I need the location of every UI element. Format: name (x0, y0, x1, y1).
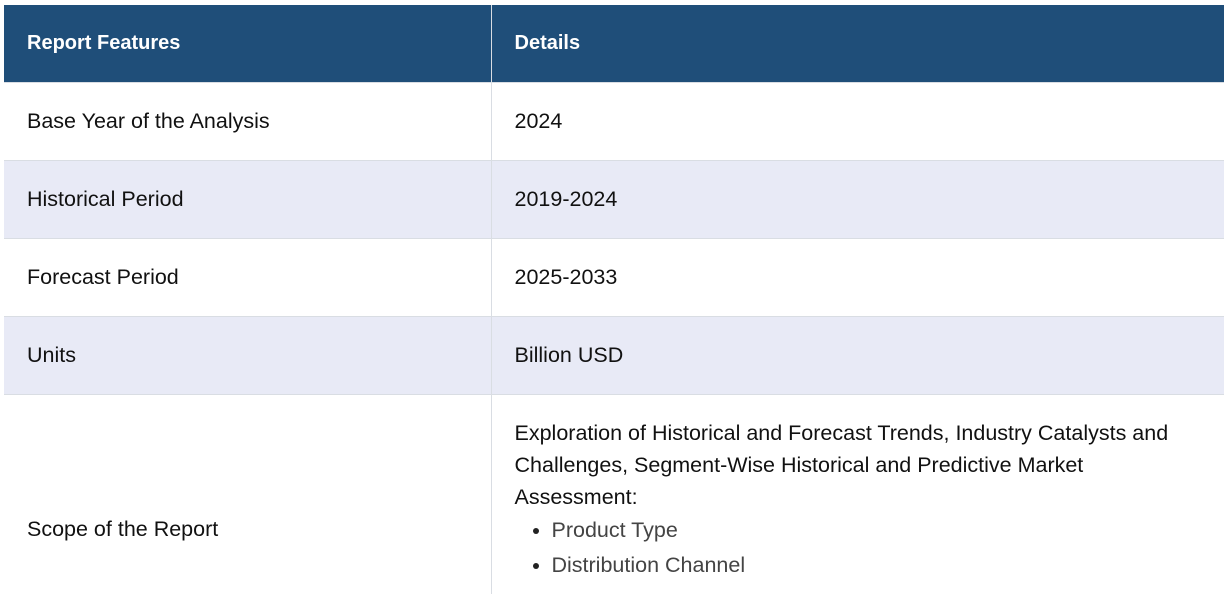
table-row: Historical Period 2019-2024 (4, 159, 1224, 238)
row-detail-base-year: 2024 (491, 81, 1224, 160)
header-report-features: Report Features (4, 5, 492, 82)
table-row: Units Billion USD (4, 315, 1224, 394)
row-detail-forecast-period: 2025-2033 (491, 237, 1224, 316)
table-row: Base Year of the Analysis 2024 (4, 81, 1224, 160)
row-feature-forecast-period: Forecast Period (4, 237, 492, 316)
row-detail-scope: Exploration of Historical and Forecast T… (491, 393, 1224, 594)
list-item-distribution-channel: Distribution Channel (552, 548, 1205, 583)
scope-description: Exploration of Historical and Forecast T… (514, 420, 1169, 509)
row-feature-units: Units (4, 315, 492, 394)
header-details: Details (491, 5, 1224, 82)
table-row-scope: Scope of the Report Exploration of Histo… (4, 393, 1224, 594)
row-feature-base-year: Base Year of the Analysis (4, 81, 492, 160)
row-detail-historical-period: 2019-2024 (491, 159, 1224, 238)
list-item-product-type: Product Type (552, 513, 1205, 548)
row-detail-units: Billion USD (491, 315, 1224, 394)
row-feature-scope: Scope of the Report (4, 393, 492, 594)
scope-list: Product Type Distribution Channel (515, 513, 1205, 583)
report-features-table: Report Features Details Base Year of the… (4, 5, 1224, 594)
table-header-row: Report Features Details (4, 5, 1224, 82)
row-feature-historical-period: Historical Period (4, 159, 492, 238)
table-row: Forecast Period 2025-2033 (4, 237, 1224, 316)
